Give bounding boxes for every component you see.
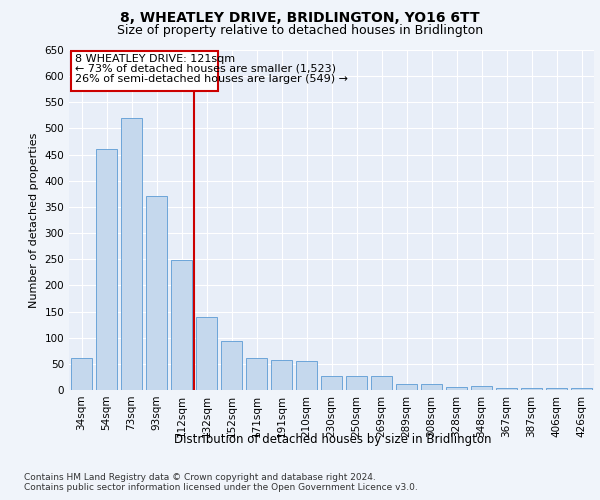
- Text: Contains public sector information licensed under the Open Government Licence v3: Contains public sector information licen…: [24, 484, 418, 492]
- Bar: [571, 388, 592, 390]
- Bar: [246, 358, 267, 390]
- Bar: [71, 51, 218, 91]
- Bar: [346, 376, 367, 390]
- Bar: [121, 118, 142, 390]
- Bar: [496, 388, 517, 390]
- Bar: [171, 260, 192, 390]
- Bar: [396, 384, 417, 390]
- Text: Distribution of detached houses by size in Bridlington: Distribution of detached houses by size …: [174, 432, 492, 446]
- Bar: [471, 386, 492, 390]
- Bar: [321, 376, 342, 390]
- Text: Contains HM Land Registry data © Crown copyright and database right 2024.: Contains HM Land Registry data © Crown c…: [24, 472, 376, 482]
- Bar: [146, 196, 167, 390]
- Text: 8, WHEATLEY DRIVE, BRIDLINGTON, YO16 6TT: 8, WHEATLEY DRIVE, BRIDLINGTON, YO16 6TT: [120, 11, 480, 25]
- Y-axis label: Number of detached properties: Number of detached properties: [29, 132, 39, 308]
- Bar: [546, 388, 567, 390]
- Text: Size of property relative to detached houses in Bridlington: Size of property relative to detached ho…: [117, 24, 483, 37]
- Bar: [371, 376, 392, 390]
- Bar: [296, 361, 317, 390]
- Bar: [71, 358, 92, 390]
- Bar: [221, 342, 242, 390]
- Text: 26% of semi-detached houses are larger (549) →: 26% of semi-detached houses are larger (…: [75, 74, 348, 84]
- Bar: [96, 150, 117, 390]
- Text: 8 WHEATLEY DRIVE: 121sqm: 8 WHEATLEY DRIVE: 121sqm: [75, 54, 235, 64]
- Bar: [521, 388, 542, 390]
- Bar: [196, 317, 217, 390]
- Bar: [446, 387, 467, 390]
- Bar: [421, 384, 442, 390]
- Text: ← 73% of detached houses are smaller (1,523): ← 73% of detached houses are smaller (1,…: [75, 64, 336, 74]
- Bar: [271, 360, 292, 390]
